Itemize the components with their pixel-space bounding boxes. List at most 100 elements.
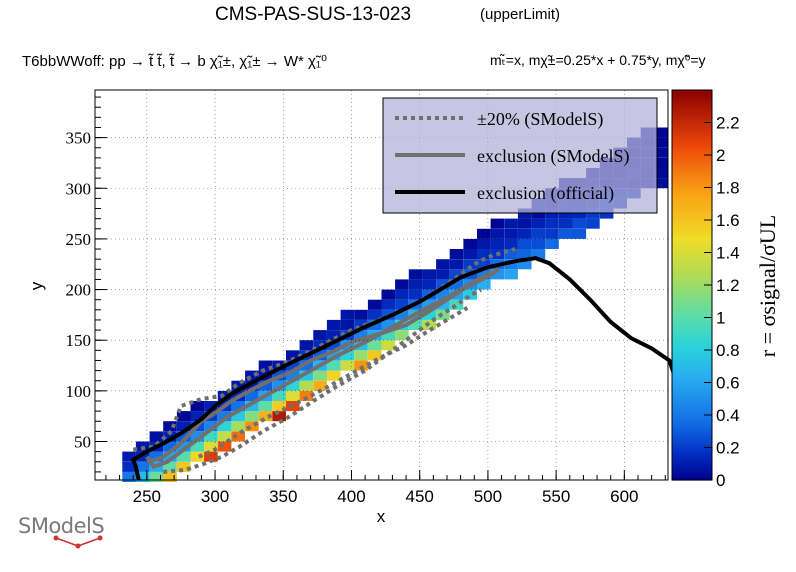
heatmap-cell	[477, 259, 491, 270]
heatmap-cell	[149, 471, 164, 482]
heatmap-cell	[449, 299, 464, 310]
heatmap-cell	[558, 218, 573, 229]
heatmap-cell	[490, 269, 505, 280]
heatmap-cell	[395, 330, 409, 341]
heatmap-cell	[176, 441, 191, 452]
colorbar-tick-label: 0.6	[716, 374, 740, 393]
heatmap-cell	[326, 319, 341, 330]
heatmap-cell	[463, 238, 477, 249]
colorbar-label: r = σsignal/σUL	[755, 215, 780, 357]
x-axis-label: x	[377, 507, 386, 526]
colorbar-segment	[672, 252, 712, 257]
colorbar-segment	[672, 168, 712, 172]
colorbar-segment	[672, 93, 712, 98]
x-tick-label: 250	[133, 487, 161, 506]
heatmap-cell	[354, 360, 368, 371]
heatmap-cell	[204, 401, 218, 412]
colorbar-segment	[672, 226, 712, 231]
colorbar-segment	[672, 327, 712, 332]
heatmap-cell	[531, 208, 546, 219]
colorbar-segment	[672, 366, 712, 371]
heatmap-cell	[354, 330, 368, 341]
heatmap-cell	[408, 279, 423, 290]
heatmap-cell	[299, 360, 314, 371]
heatmap-cell	[654, 127, 668, 138]
y-tick-label: 250	[66, 230, 92, 249]
colorbar-tick-label: 1.6	[716, 211, 740, 230]
heatmap-cell	[299, 340, 314, 351]
heatmap-cell	[436, 269, 450, 280]
mass-relations: mₜ̃=x, mχ̃±=0.25*x + 0.75*y, mχ̃⁰=y	[490, 52, 706, 68]
heatmap-cell	[340, 319, 355, 330]
heatmap-cell	[204, 431, 218, 442]
colorbar-segment	[672, 190, 712, 195]
heatmap-cell	[135, 451, 150, 462]
heatmap-cell	[422, 269, 436, 280]
colorbar-segment	[672, 145, 712, 150]
heatmap-cell	[436, 289, 450, 300]
heatmap-cell	[122, 451, 136, 462]
heatmap-cell	[654, 147, 668, 158]
heatmap-cell	[408, 319, 423, 330]
heatmap-cell	[504, 228, 518, 239]
colorbar-segment	[672, 99, 712, 104]
heatmap-cell	[313, 370, 327, 381]
heatmap-cell	[163, 461, 177, 472]
heatmap-cell	[326, 370, 341, 381]
heatmap-cell	[258, 411, 273, 422]
colorbar-segment	[672, 262, 712, 267]
colorbar-segment	[672, 213, 712, 218]
colorbar-segment	[672, 431, 712, 436]
heatmap-cell	[245, 421, 259, 432]
colorbar-segment	[672, 106, 712, 111]
heatmap-cell	[599, 208, 614, 219]
smodels-exclusion-curve	[145, 267, 500, 470]
heatmap-cell	[449, 269, 464, 280]
x-tick-label: 300	[201, 487, 229, 506]
x-tick-label: 500	[474, 487, 502, 506]
colorbar-segment	[672, 112, 712, 117]
heatmap-cell	[217, 421, 232, 432]
heatmap-cell	[586, 208, 600, 219]
colorbar-segment	[672, 220, 712, 224]
colorbar-segment	[672, 389, 712, 393]
heatmap-cell	[367, 350, 382, 361]
colorbar-segment	[672, 184, 712, 189]
heatmap-cell	[149, 431, 164, 442]
heatmap-cell	[258, 401, 273, 412]
heatmap-cell	[545, 238, 559, 249]
colorbar-segment	[672, 174, 712, 179]
colorbar-segment	[672, 467, 712, 471]
colorbar-segment	[672, 207, 712, 211]
y-tick-label: 200	[66, 281, 92, 300]
colorbar-segment	[672, 109, 712, 114]
colorbar-segment	[672, 158, 712, 163]
colorbar-segment	[672, 236, 712, 241]
heatmap-cell	[286, 350, 300, 361]
y-axis-label: y	[27, 281, 46, 290]
colorbar-segment	[672, 122, 712, 127]
heatmap-cell	[217, 431, 232, 442]
heatmap-cell	[340, 309, 355, 320]
heatmap-cell	[367, 299, 382, 310]
colorbar-segment	[672, 148, 712, 153]
colorbar-segment	[672, 405, 712, 410]
heatmap-cell	[258, 360, 273, 371]
exclusion-curves	[130, 247, 694, 481]
heatmap-cell	[354, 350, 368, 361]
colorbar-segment	[672, 255, 712, 260]
colorbar-segment	[672, 415, 712, 419]
heatmap-cell	[477, 228, 491, 239]
heatmap-cell	[272, 411, 286, 422]
legend-box: ±20% (SModelS) exclusion (SModelS) exclusi…	[382, 97, 658, 214]
heatmap-cell	[299, 370, 314, 381]
colorbar-segment	[672, 473, 712, 478]
heatmap-cell	[217, 411, 232, 422]
heatmap-cell	[367, 340, 382, 351]
heatmap-cell	[354, 309, 368, 320]
colorbar-tick-label: 2.2	[716, 114, 740, 133]
heatmap-cell	[395, 289, 409, 300]
heatmap-cell	[163, 431, 177, 442]
colorbar-segment	[672, 460, 712, 465]
